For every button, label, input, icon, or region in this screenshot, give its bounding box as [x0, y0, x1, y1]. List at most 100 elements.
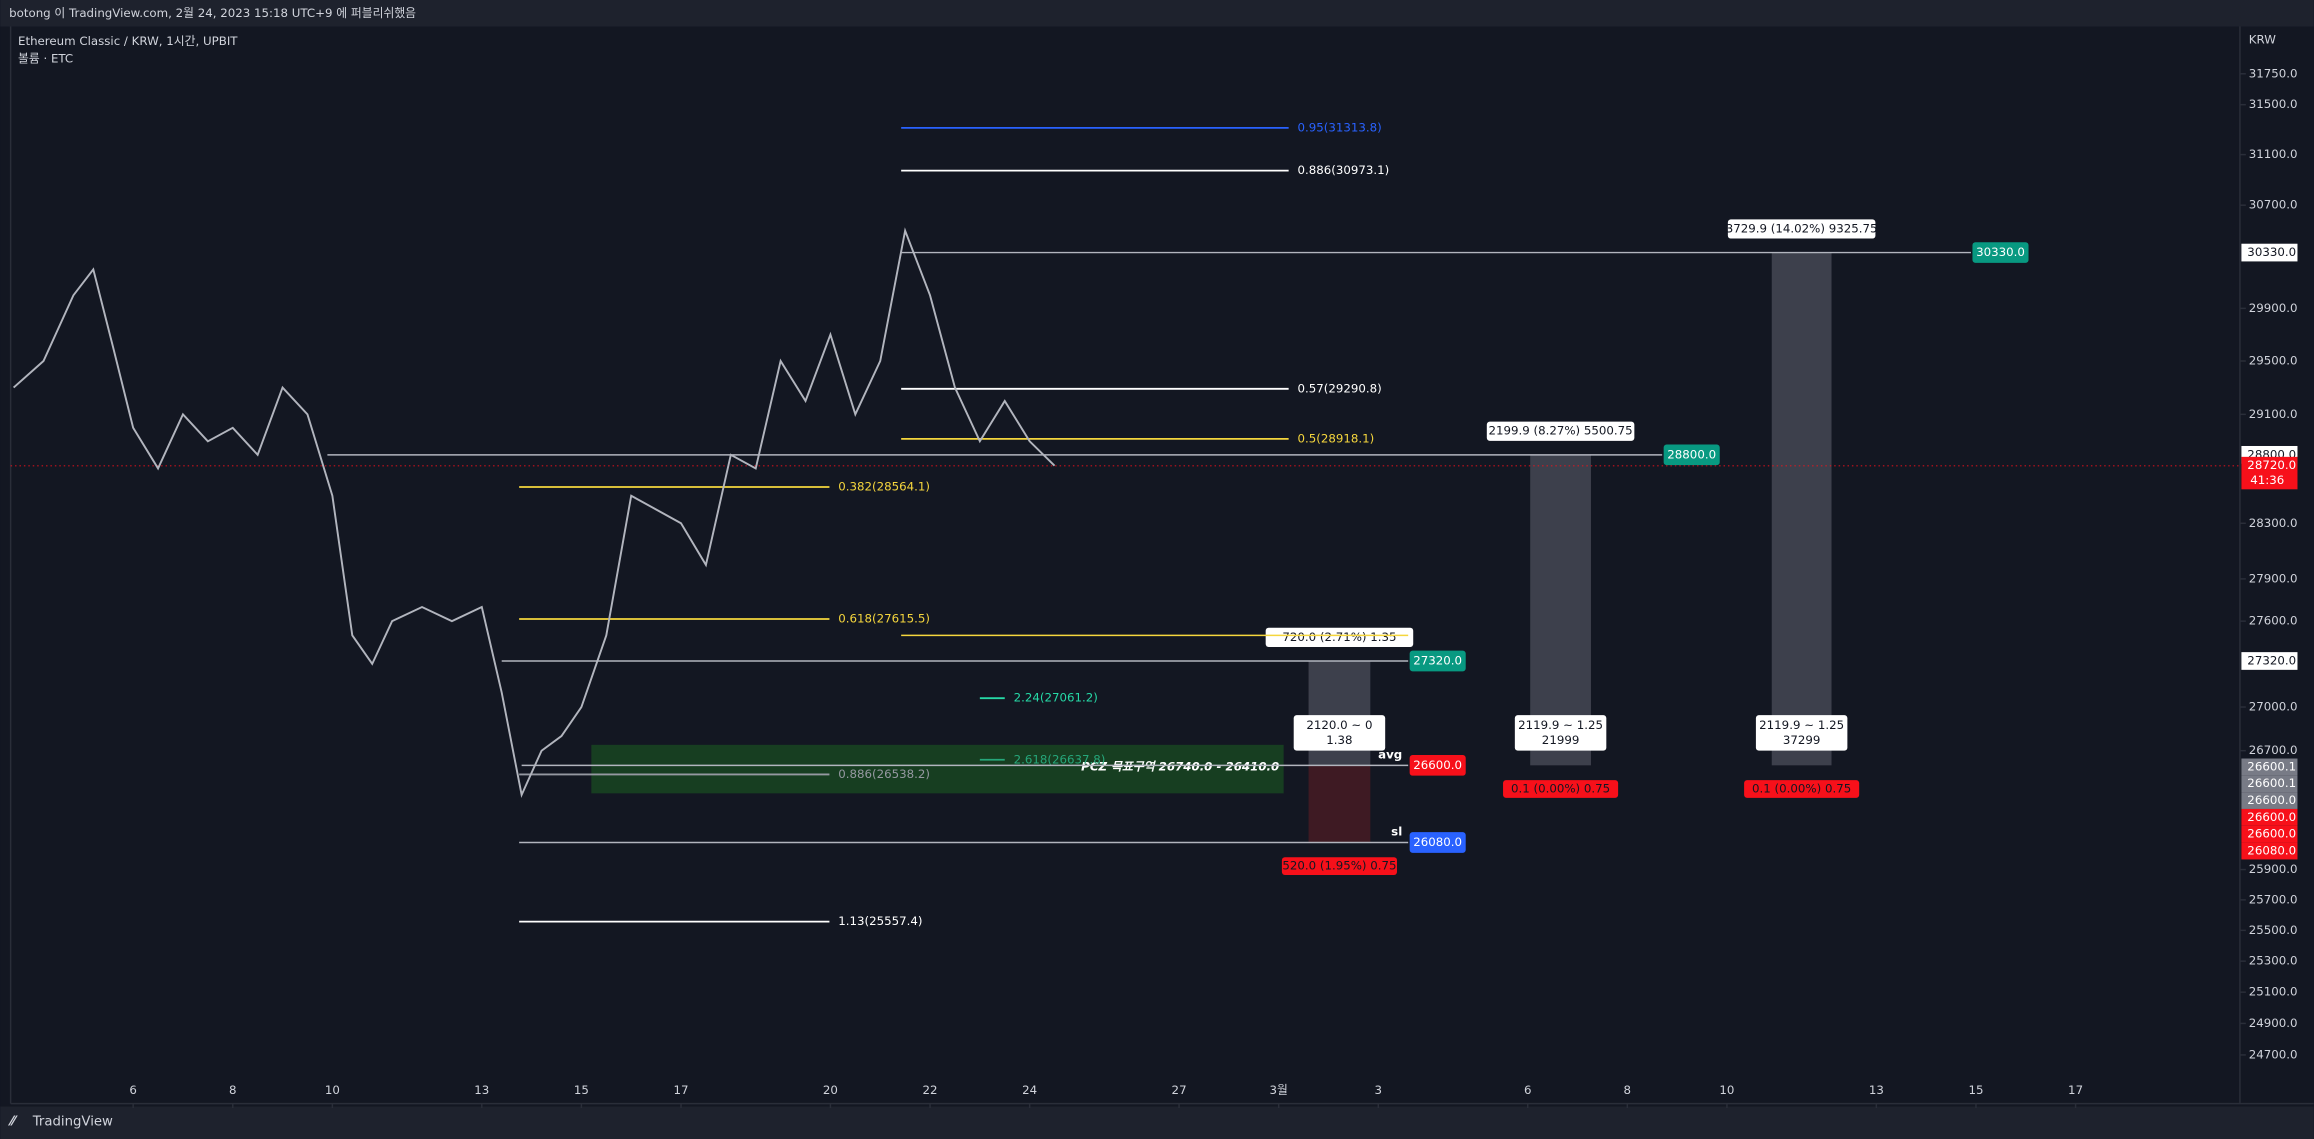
axis-unit: KRW [2249, 32, 2276, 46]
line-tag-box [1409, 755, 1466, 776]
x-tick-label: 10 [325, 1083, 340, 1097]
published-note: botong 이 TradingView.com, 2월 24, 2023 15… [9, 6, 416, 20]
line-tag: 26600.0 [1413, 758, 1462, 772]
axis-stack-box [2241, 758, 2298, 776]
line-note: avg [1378, 748, 1402, 762]
axis-stack-box [2241, 825, 2298, 843]
fib-label: 0.618(27615.5) [838, 611, 930, 625]
position-label-box [1503, 780, 1619, 798]
fib-label: 2.24(27061.2) [1014, 691, 1098, 705]
profit-area [1530, 454, 1591, 766]
y-tick-label: 31100.0 [2249, 147, 2298, 161]
x-tick-label: 13 [474, 1083, 489, 1097]
y-tick-label: 29900.0 [2249, 301, 2298, 315]
y-tick-label: 25300.0 [2249, 954, 2298, 968]
x-tick-label: 15 [1968, 1083, 1983, 1097]
line-tag-box [1972, 242, 2029, 263]
y-tick-label: 24700.0 [2249, 1047, 2298, 1061]
fib-label: 0.886(30973.1) [1297, 163, 1389, 177]
fib-label: 0.886(26538.2) [838, 767, 930, 781]
axis-tag: 27320.0 [2247, 653, 2296, 667]
y-tick-label: 29500.0 [2249, 353, 2298, 367]
price-line [12, 227, 1056, 798]
countdown: 41:36 [2250, 473, 2284, 487]
axis-stack-box [2241, 775, 2298, 793]
target-label: 3729.9 (14.02%) 9325.75 [1726, 221, 1878, 235]
y-tick-label: 25900.0 [2249, 862, 2298, 876]
stop-label: 0.1 (0.00%) 0.75 [1511, 781, 1610, 795]
x-tick-label: 17 [674, 1083, 689, 1097]
position-label-box [1755, 715, 1848, 751]
chart-title: Ethereum Classic / KRW, 1시간, UPBIT [18, 34, 238, 48]
axis-stack-label: 26600.0 [2247, 793, 2296, 807]
logo: ⁄⁄ [8, 1114, 18, 1129]
y-tick-label: 26700.0 [2249, 743, 2298, 757]
position-label-box [1727, 219, 1876, 239]
line-tag-box [1409, 832, 1466, 853]
line-tag: 30330.0 [1976, 245, 2025, 259]
entry-label: 37299 [1783, 733, 1821, 747]
y-tick-label: 27900.0 [2249, 571, 2298, 585]
x-tick-label: 3 [1375, 1083, 1383, 1097]
axis-stack-label: 26600.1 [2247, 759, 2296, 773]
fib-label: 0.382(28564.1) [838, 479, 930, 493]
target-label: 720.0 (2.71%) 1.35 [1282, 630, 1396, 644]
x-tick-label: 6 [129, 1083, 137, 1097]
axis-tag: 30330.0 [2247, 245, 2296, 259]
y-tick-label: 31750.0 [2249, 66, 2298, 80]
bottom-bar [0, 1106, 2314, 1139]
fib-label: 2.618(26637.8) [1014, 752, 1106, 766]
axis-stack-label: 26600.0 [2247, 827, 2296, 841]
x-tick-label: 3월 [1270, 1083, 1288, 1097]
axis-stack-label: 26600.1 [2247, 776, 2296, 790]
x-tick-label: 17 [2068, 1083, 2083, 1097]
last-price: 28720.0 [2247, 458, 2296, 472]
line-tag: 26080.0 [1413, 835, 1462, 849]
fib-label: 1.13(25557.4) [838, 914, 922, 928]
axis-stack-label: 26600.0 [2247, 810, 2296, 824]
fib-label: 0.5(28918.1) [1297, 431, 1374, 445]
y-tick-label: 25700.0 [2249, 892, 2298, 906]
x-tick-label: 24 [1022, 1083, 1037, 1097]
footer-brand: TradingView [32, 1114, 113, 1129]
entry-label: 1.38 [1326, 733, 1352, 747]
axis-stack-label: 26080.0 [2247, 844, 2296, 858]
entry-label: 2119.9 ~ 1.25 [1518, 718, 1603, 732]
y-tick-label: 30700.0 [2249, 198, 2298, 212]
profit-area [1771, 252, 1832, 766]
chart-subtitle: 볼륨 · ETC [18, 52, 73, 66]
zone-label: PCZ 목표구역 26740.0 - 26410.0 [1081, 759, 1279, 773]
position-label-box [1514, 715, 1607, 751]
x-tick-label: 20 [823, 1083, 838, 1097]
x-tick-label: 8 [1624, 1083, 1632, 1097]
x-tick-label: 15 [574, 1083, 589, 1097]
last-price-box [2241, 456, 2298, 490]
entry-label: 2119.9 ~ 1.25 [1759, 718, 1844, 732]
entry-label: 2120.0 ~ 0 [1306, 718, 1372, 732]
line-tag-box [1663, 444, 1720, 466]
target-label: 2199.9 (8.27%) 5500.75 [1488, 424, 1632, 438]
y-tick-label: 27600.0 [2249, 614, 2298, 628]
loss-area [1308, 765, 1371, 843]
y-tick-label: 24900.0 [2249, 1016, 2298, 1030]
y-tick-label: 25500.0 [2249, 923, 2298, 937]
x-tick-label: 10 [1719, 1083, 1734, 1097]
entry-label: 21999 [1542, 733, 1580, 747]
y-tick-label: 31500.0 [2249, 97, 2298, 111]
line-note: sl [1391, 825, 1402, 839]
line-tag: 27320.0 [1413, 653, 1462, 667]
stop-label: 520.0 (1.95%) 0.75 [1282, 859, 1396, 873]
line-tag: 28800.0 [1667, 447, 1716, 461]
fib-label: 0.57(29290.8) [1297, 381, 1381, 395]
top-bar [0, 0, 2314, 27]
axis-stack-box [2241, 792, 2298, 809]
x-tick-label: 8 [229, 1083, 237, 1097]
axis-stack-box [2241, 808, 2298, 826]
axis-tag-box [2241, 243, 2298, 262]
x-tick-label: 13 [1869, 1083, 1884, 1097]
target-zone [591, 744, 1284, 794]
position-label-box [1744, 780, 1860, 798]
